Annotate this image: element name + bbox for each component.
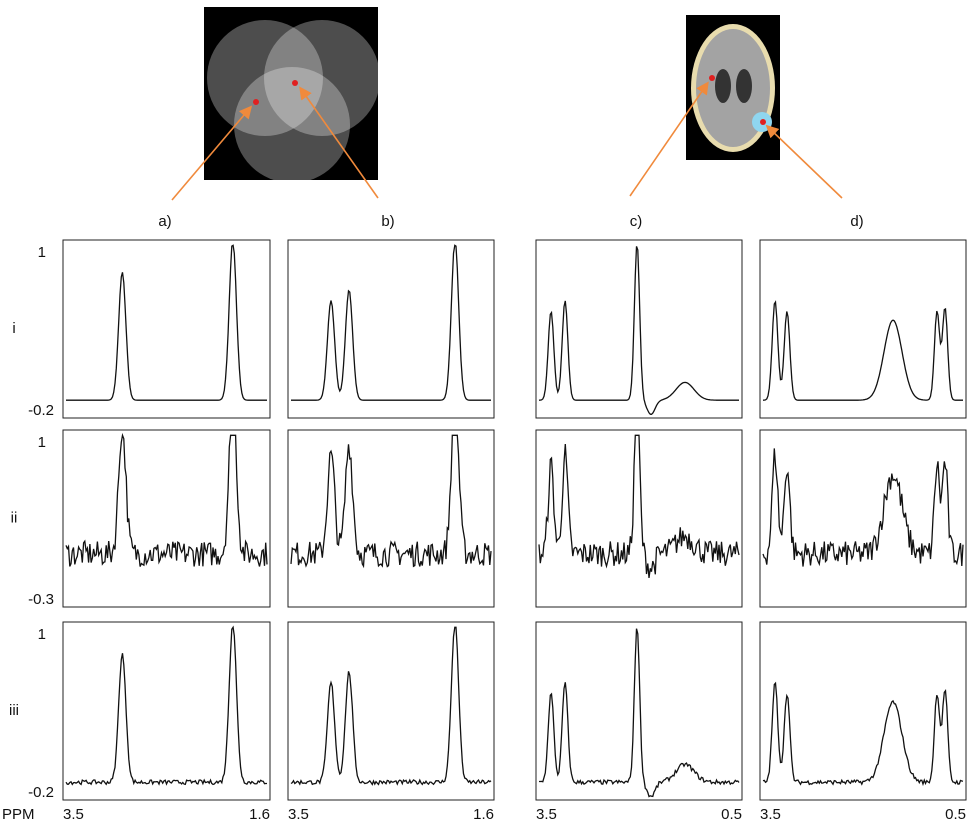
x-left-label: 3.5	[536, 806, 557, 823]
x-left-label: 3.5	[760, 806, 781, 823]
y-bottom-label: -0.2	[28, 784, 54, 801]
panel-frame	[62, 621, 271, 801]
y-top-label: 1	[38, 626, 46, 643]
y-bottom-label: -0.2	[28, 402, 54, 419]
spectrum	[291, 244, 491, 401]
panel-frame	[287, 621, 495, 801]
x-right-label: 1.6	[249, 806, 270, 823]
panel-frame	[759, 621, 967, 801]
y-top-label: 1	[38, 434, 46, 451]
arrows	[171, 81, 843, 201]
spectrum	[762, 300, 963, 401]
column-label: b)	[381, 213, 394, 230]
panel-frame	[535, 621, 743, 801]
column-label: c)	[630, 213, 643, 230]
panel-frame	[535, 429, 743, 608]
y-bottom-label: -0.3	[28, 591, 54, 608]
panel-frame	[759, 239, 967, 419]
spectrum	[65, 625, 267, 786]
row-label: i	[12, 320, 15, 337]
x-left-label: 3.5	[63, 806, 84, 823]
panel-frame	[62, 429, 271, 608]
spectrum	[290, 626, 492, 786]
column-label: a)	[158, 213, 171, 230]
x-right-label: 1.6	[473, 806, 494, 823]
panel-frame	[759, 429, 967, 608]
phantom-right	[686, 15, 780, 160]
panel-frame	[62, 239, 271, 419]
x-unit-label: PPM	[2, 806, 35, 823]
spectrum	[538, 434, 740, 578]
spectrum	[539, 628, 740, 798]
panel-frame	[535, 239, 743, 419]
spectrum	[538, 246, 739, 415]
row-label: iii	[9, 702, 19, 719]
row-label: ii	[11, 509, 18, 526]
panels: a) b) c) d) i 1 -0.2 ii 1 -0.3 iii 1 -0.2 PPM 3.5 1.6 3.…	[2, 213, 967, 823]
x-right-label: 0.5	[721, 806, 742, 823]
spectrum	[66, 244, 267, 401]
phantom-left	[204, 7, 380, 183]
spectrum	[65, 432, 268, 567]
panel-frame	[287, 429, 495, 608]
x-left-label: 3.5	[288, 806, 309, 823]
spectrum	[762, 448, 964, 567]
panel-frame	[287, 239, 495, 419]
spectrum	[762, 681, 964, 787]
spectrum	[290, 434, 492, 569]
y-top-label: 1	[38, 244, 46, 261]
x-right-label: 0.5	[945, 806, 966, 823]
column-label: d)	[850, 213, 863, 230]
